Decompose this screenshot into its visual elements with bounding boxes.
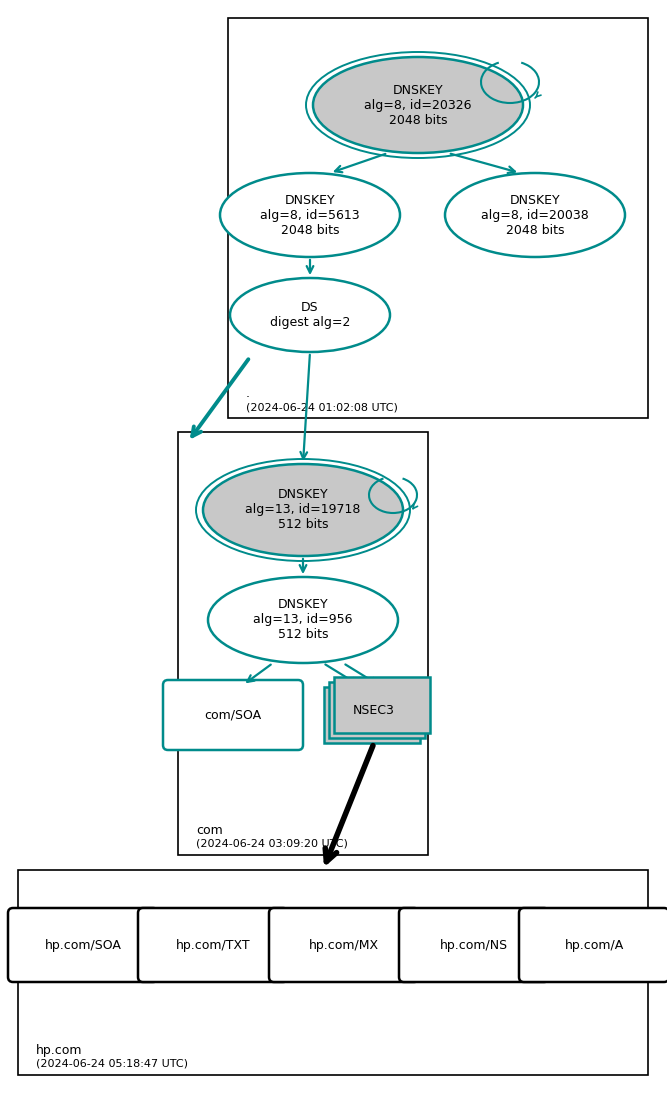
Text: DNSKEY
alg=8, id=20038
2048 bits: DNSKEY alg=8, id=20038 2048 bits <box>481 194 589 236</box>
FancyBboxPatch shape <box>399 908 549 982</box>
Bar <box>178 432 428 856</box>
Ellipse shape <box>445 173 625 257</box>
Text: hp.com/SOA: hp.com/SOA <box>45 939 121 952</box>
Bar <box>329 682 425 738</box>
Bar <box>324 687 420 743</box>
Text: com/SOA: com/SOA <box>205 709 261 722</box>
Text: DNSKEY
alg=8, id=20326
2048 bits: DNSKEY alg=8, id=20326 2048 bits <box>364 83 472 127</box>
Ellipse shape <box>230 278 390 352</box>
Text: NSEC3: NSEC3 <box>353 705 395 718</box>
Text: hp.com: hp.com <box>36 1044 83 1057</box>
FancyBboxPatch shape <box>269 908 419 982</box>
Text: DNSKEY
alg=8, id=5613
2048 bits: DNSKEY alg=8, id=5613 2048 bits <box>260 194 360 236</box>
Ellipse shape <box>220 173 400 257</box>
Text: .: . <box>246 387 250 400</box>
Text: (2024-06-24 01:02:08 UTC): (2024-06-24 01:02:08 UTC) <box>246 401 398 412</box>
Text: DNSKEY
alg=13, id=19718
512 bits: DNSKEY alg=13, id=19718 512 bits <box>245 489 361 532</box>
Text: hp.com/NS: hp.com/NS <box>440 939 508 952</box>
Text: (2024-06-24 03:09:20 UTC): (2024-06-24 03:09:20 UTC) <box>196 839 348 849</box>
FancyBboxPatch shape <box>519 908 667 982</box>
Ellipse shape <box>208 577 398 663</box>
Ellipse shape <box>203 464 403 556</box>
Bar <box>18 870 648 1075</box>
Text: hp.com/MX: hp.com/MX <box>309 939 379 952</box>
Text: hp.com/TXT: hp.com/TXT <box>175 939 250 952</box>
FancyBboxPatch shape <box>163 680 303 750</box>
Text: com: com <box>196 824 223 837</box>
Text: hp.com/A: hp.com/A <box>564 939 624 952</box>
Text: (2024-06-24 05:18:47 UTC): (2024-06-24 05:18:47 UTC) <box>36 1059 188 1069</box>
Ellipse shape <box>313 57 523 153</box>
Text: DS
digest alg=2: DS digest alg=2 <box>270 301 350 329</box>
Bar <box>334 677 430 733</box>
Text: DNSKEY
alg=13, id=956
512 bits: DNSKEY alg=13, id=956 512 bits <box>253 598 353 641</box>
FancyBboxPatch shape <box>8 908 158 982</box>
Bar <box>228 18 648 418</box>
FancyBboxPatch shape <box>138 908 288 982</box>
